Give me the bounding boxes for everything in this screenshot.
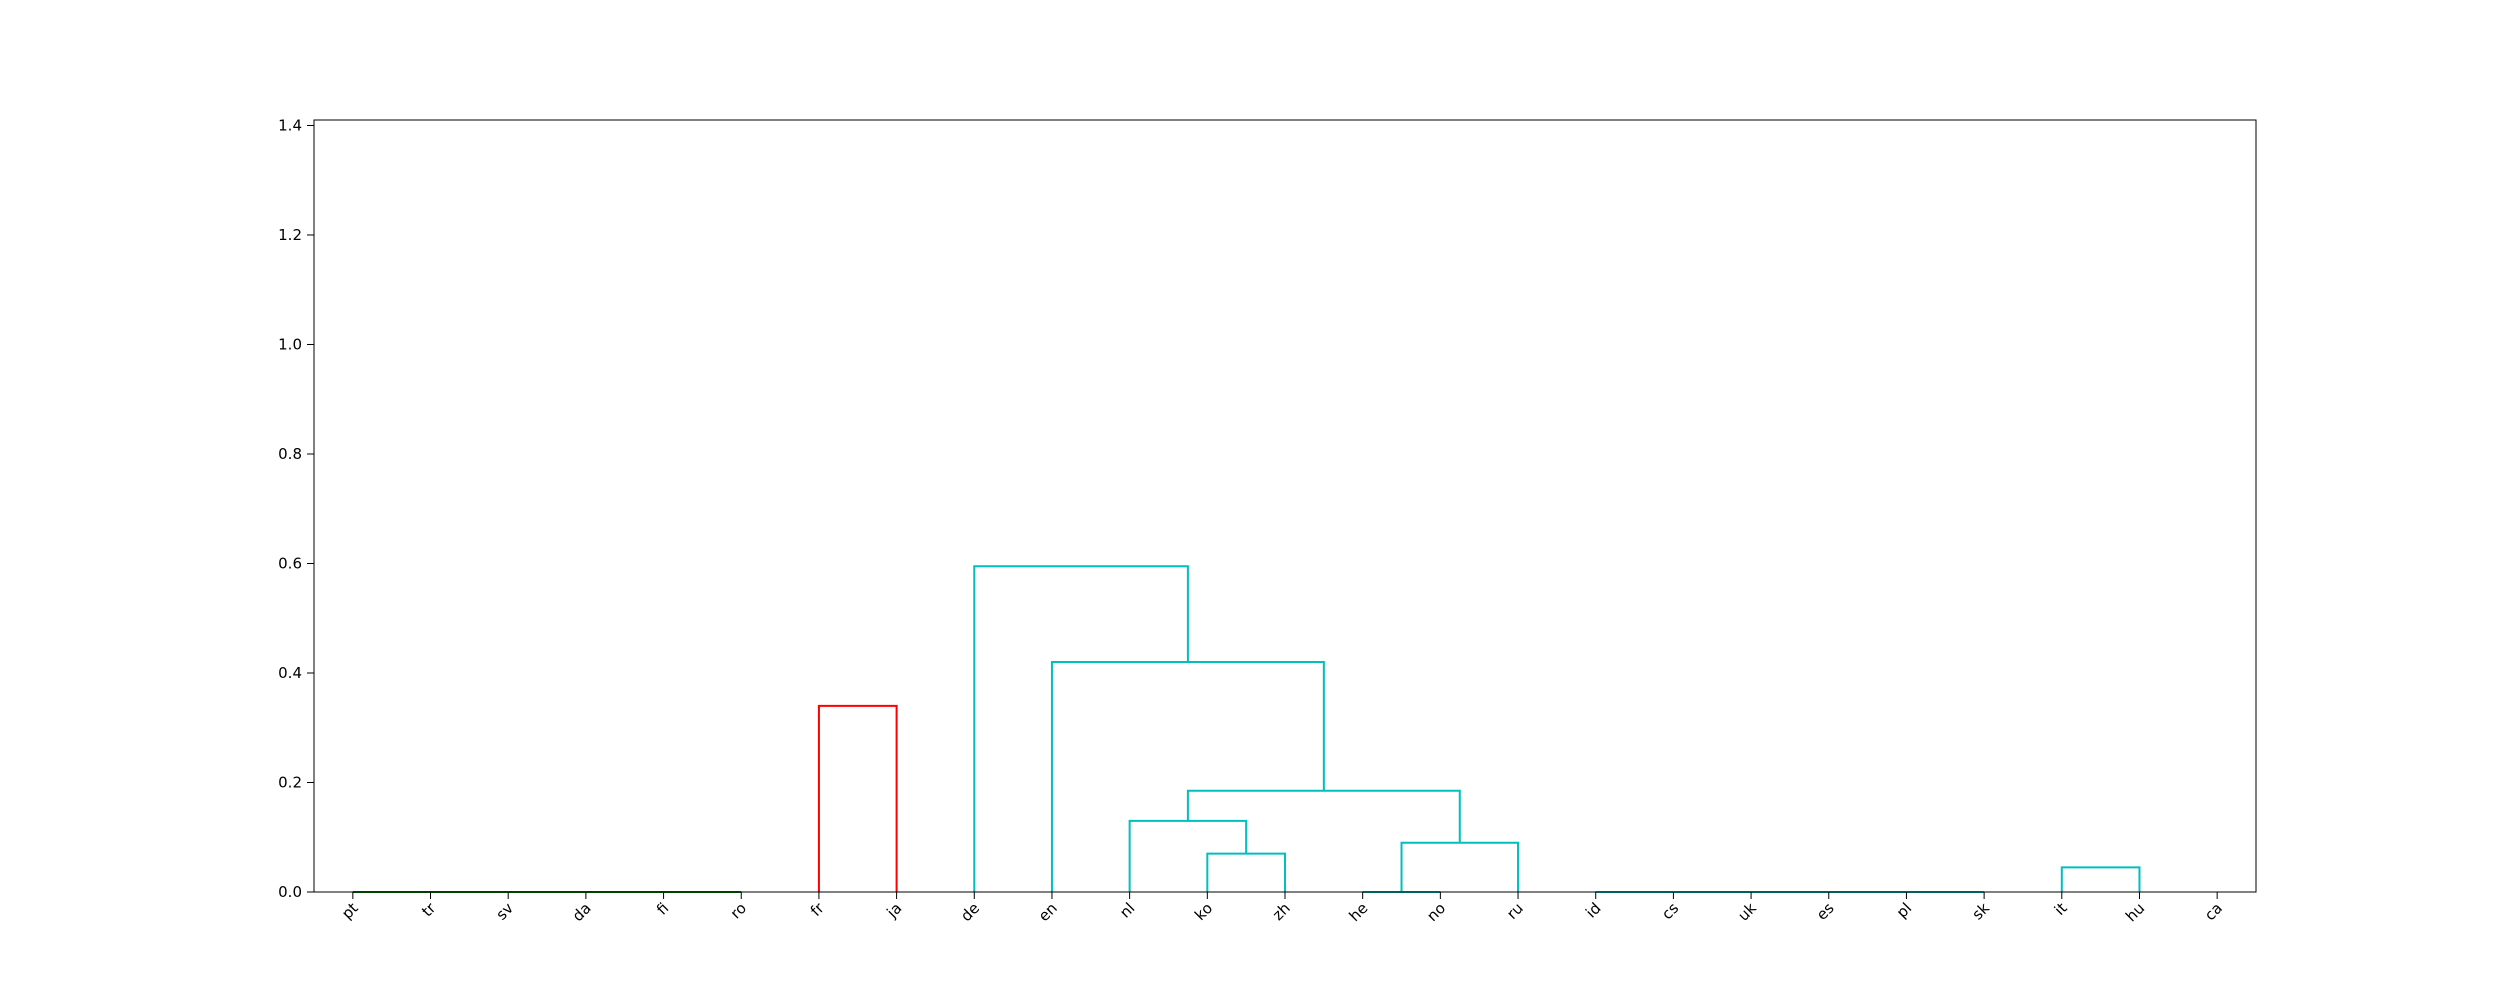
y-tick-label-7: 1.4: [278, 116, 302, 134]
leaf-label-sk: sk: [1969, 899, 1994, 924]
dendrogram-link-19: [2060, 866, 2141, 892]
leaf-label-cs: cs: [1658, 899, 1682, 923]
y-tick-label-0: 0.0: [278, 883, 302, 901]
y-tick-label-6: 1.2: [278, 226, 302, 244]
leaf-label-es: es: [1813, 899, 1838, 924]
leaf-label-sv: sv: [492, 899, 517, 924]
leaf-label-ro: ro: [727, 899, 750, 922]
leaf-label-ja: ja: [883, 899, 906, 922]
leaf-label-de: de: [957, 899, 983, 925]
y-tick-label-1: 0.2: [278, 773, 302, 791]
leaf-label-ru: ru: [1503, 899, 1527, 923]
leaf-label-da: da: [569, 899, 595, 925]
x-axis: pt tr sv da fi ro fr ja de en nl ko zh he no ru id cs uk es…: [338, 892, 2226, 925]
y-tick-label-2: 0.4: [278, 664, 302, 682]
leaf-label-fi: fi: [653, 899, 672, 918]
leaf-label-en: en: [1035, 899, 1061, 925]
dendrogram-link-6: [817, 704, 898, 892]
leaf-label-id: id: [1582, 899, 1604, 921]
leaf-label-zh: zh: [1269, 899, 1294, 924]
leaf-label-ko: ko: [1191, 899, 1216, 924]
leaf-label-nl: nl: [1116, 899, 1138, 921]
leaf-label-it: it: [2051, 899, 2071, 919]
dendrogram-links: [352, 565, 2141, 893]
axes-frame: [313, 119, 2257, 893]
y-tick-label-3: 0.6: [278, 554, 302, 572]
y-axis: 0.0 0.2 0.4 0.6 0.8 1.0 1.2 1.4: [278, 116, 314, 901]
y-tick-label-4: 0.8: [278, 445, 302, 463]
y-tick-label-5: 1.0: [278, 335, 302, 353]
dendrogram-link-13: [973, 565, 1189, 892]
leaf-label-pl: pl: [1893, 899, 1915, 921]
dendrogram-link-12: [1050, 661, 1325, 892]
leaf-label-hu: hu: [2122, 899, 2148, 925]
dendrogram-link-7: [1206, 852, 1286, 892]
dendrogram-link-10: [1400, 841, 1520, 892]
leaf-label-pt: pt: [338, 899, 362, 923]
leaf-label-no: no: [1423, 899, 1449, 925]
dendrogram-link-11: [1186, 789, 1461, 843]
leaf-label-fr: fr: [807, 899, 828, 920]
leaf-label-ca: ca: [2201, 899, 2226, 924]
dendrogram-link-8: [1128, 819, 1248, 892]
leaf-label-he: he: [1346, 899, 1372, 925]
leaf-label-uk: uk: [1734, 899, 1760, 925]
leaf-label-tr: tr: [418, 899, 440, 921]
